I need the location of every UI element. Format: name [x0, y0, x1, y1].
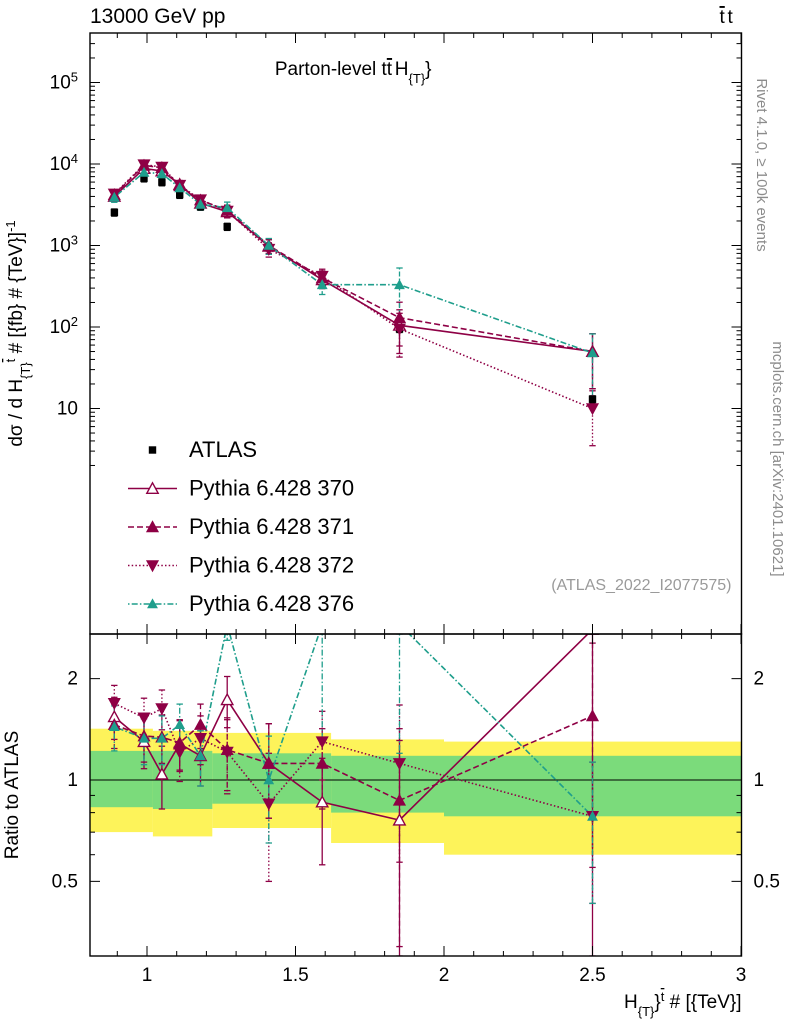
svg-text:(ATLAS_2022_I2077575): (ATLAS_2022_I2077575) — [551, 577, 731, 594]
svg-text:Rivet 4.1.0, ≥ 100k events: Rivet 4.1.0, ≥ 100k events — [753, 78, 770, 251]
svg-text:t: t — [728, 7, 734, 28]
svg-text:Ratio to ATLAS: Ratio to ATLAS — [2, 731, 23, 860]
svg-text:10: 10 — [57, 399, 78, 420]
svg-text:3: 3 — [736, 965, 747, 986]
svg-text:2.5: 2.5 — [579, 965, 605, 986]
svg-text:2: 2 — [754, 669, 765, 690]
svg-text:13000 GeV pp: 13000 GeV pp — [90, 5, 225, 28]
svg-text:Pythia 6.428 376: Pythia 6.428 376 — [189, 591, 354, 616]
svg-text:0.5: 0.5 — [52, 871, 78, 892]
svg-text:1: 1 — [142, 965, 153, 986]
svg-text:t: t — [720, 7, 726, 28]
svg-text:2: 2 — [67, 669, 78, 690]
svg-text:t: t — [387, 59, 393, 80]
svg-text:2: 2 — [439, 965, 450, 986]
svg-text:Pythia 6.428 370: Pythia 6.428 370 — [189, 476, 354, 501]
svg-text:ATLAS: ATLAS — [189, 437, 257, 462]
svg-text:Parton-level t: Parton-level t — [275, 59, 388, 80]
svg-text:1: 1 — [67, 770, 78, 791]
svg-text:1: 1 — [754, 770, 765, 791]
svg-text:1.5: 1.5 — [282, 965, 308, 986]
svg-text:mcplots.cern.ch [arXiv:2401.10: mcplots.cern.ch [arXiv:2401.10621] — [769, 341, 786, 576]
svg-text:Pythia 6.428 372: Pythia 6.428 372 — [189, 553, 354, 578]
svg-text:Pythia 6.428 371: Pythia 6.428 371 — [189, 514, 354, 539]
svg-text:0.5: 0.5 — [754, 871, 780, 892]
